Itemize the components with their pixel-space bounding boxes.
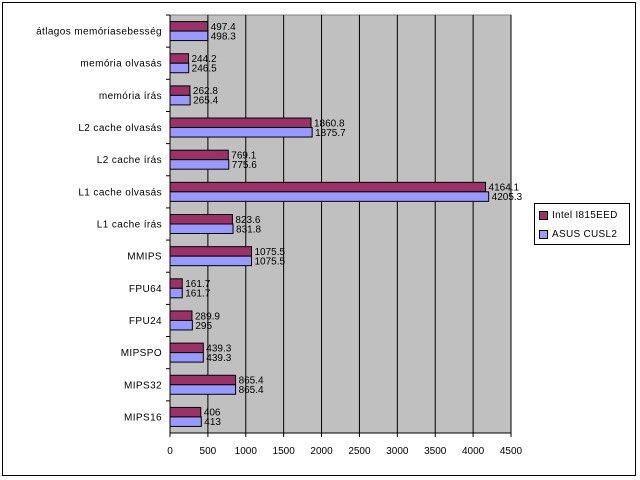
x-tick-label: 3500 — [424, 446, 447, 457]
bar — [169, 85, 191, 96]
category-label: L1 cache írás — [97, 220, 162, 231]
bar — [169, 127, 313, 138]
x-tick-label: 2000 — [310, 446, 333, 457]
category-label: L2 cache olvasás — [78, 123, 162, 134]
x-tick-label: 1000 — [235, 446, 258, 457]
x-tick-label: 500 — [200, 446, 217, 457]
bar — [169, 117, 312, 129]
data-label: 1075.5 — [254, 247, 285, 258]
data-label: 406 — [204, 408, 221, 419]
x-tick-label: 4000 — [462, 446, 485, 457]
data-label: 831.8 — [236, 224, 261, 235]
data-label: 161.7 — [185, 279, 210, 290]
bar — [169, 191, 490, 202]
legend-entry-asus: ASUS CUSL2 — [539, 228, 617, 240]
category-label: átlagos memóriasebesség — [36, 27, 162, 38]
x-tick-label: 3000 — [386, 446, 409, 457]
category-label: MMIPS — [127, 252, 162, 263]
data-label: 246.5 — [192, 64, 217, 75]
data-label: 823.6 — [235, 215, 260, 226]
bar — [169, 181, 487, 193]
bar — [169, 159, 230, 170]
data-label: 4164.1 — [489, 183, 520, 194]
data-label: 497.4 — [211, 22, 236, 33]
bar — [169, 278, 183, 289]
legend-swatch-intel — [539, 210, 548, 220]
legend-swatch-asus — [539, 229, 548, 239]
category-label: MIPS32 — [124, 380, 162, 391]
data-label: 769.1 — [231, 150, 256, 161]
category-label: FPU24 — [129, 316, 162, 327]
legend-label-intel: Intel I815EED — [552, 209, 618, 221]
legend-label-asus: ASUS CUSL2 — [552, 228, 618, 240]
bar — [169, 53, 190, 64]
data-label: 498.3 — [211, 31, 236, 42]
category-label: memória olvasás — [80, 59, 162, 70]
category-labels: átlagos memóriasebesség memória olvasás me… — [36, 14, 170, 423]
category-label: FPU64 — [129, 284, 162, 295]
bar — [169, 416, 202, 427]
bar — [169, 149, 229, 161]
data-label: 439.3 — [206, 353, 231, 364]
x-tick-label: 4500 — [500, 446, 523, 457]
x-tick-label: 1500 — [273, 446, 296, 457]
bar — [169, 319, 193, 331]
data-label: 775.6 — [232, 160, 257, 171]
data-label: 1860.8 — [314, 118, 345, 129]
data-label: 4205.3 — [492, 192, 523, 203]
data-label: 262.8 — [193, 86, 218, 97]
category-label: MIPS16 — [124, 412, 162, 423]
data-label: 289.9 — [195, 311, 220, 322]
bar — [169, 246, 252, 257]
category-label: memória írás — [99, 91, 162, 102]
legend: Intel I815EED ASUS CUSL2 — [534, 203, 630, 245]
tick-labels: 0 500 1000 1500 2000 2500 3000 3500 4000 4500 — [167, 433, 523, 457]
x-tick-label: 0 — [167, 446, 173, 457]
bar — [169, 352, 204, 363]
bar — [169, 310, 193, 321]
bar — [169, 255, 252, 267]
category-label: L1 cache olvasás — [78, 187, 162, 198]
bar — [169, 214, 233, 225]
data-label: 1875.7 — [315, 128, 346, 139]
bar — [169, 30, 209, 42]
data-label: 265.4 — [193, 96, 218, 107]
data-label: 161.7 — [185, 289, 210, 300]
bars — [169, 21, 490, 427]
x-tick-label: 2500 — [348, 446, 371, 457]
data-label: 865.4 — [239, 376, 264, 387]
data-label: 413 — [204, 417, 221, 428]
bar — [169, 384, 237, 395]
gridlines — [207, 15, 512, 433]
bar — [169, 223, 234, 234]
bar — [169, 94, 191, 106]
bar — [169, 406, 202, 418]
bar — [169, 62, 190, 74]
data-label: 295 — [195, 321, 212, 332]
data-label: 244.2 — [192, 54, 217, 65]
bar — [169, 342, 204, 354]
data-label: 865.4 — [239, 385, 264, 396]
bar — [169, 374, 237, 386]
bar — [169, 21, 209, 32]
data-label: 439.3 — [206, 343, 231, 354]
data-label: 1075.5 — [254, 256, 285, 267]
category-label: L2 cache írás — [97, 155, 162, 166]
bar — [169, 287, 183, 299]
category-label: MIPSPO — [121, 348, 162, 359]
legend-entry-intel: Intel I815EED — [539, 209, 618, 221]
